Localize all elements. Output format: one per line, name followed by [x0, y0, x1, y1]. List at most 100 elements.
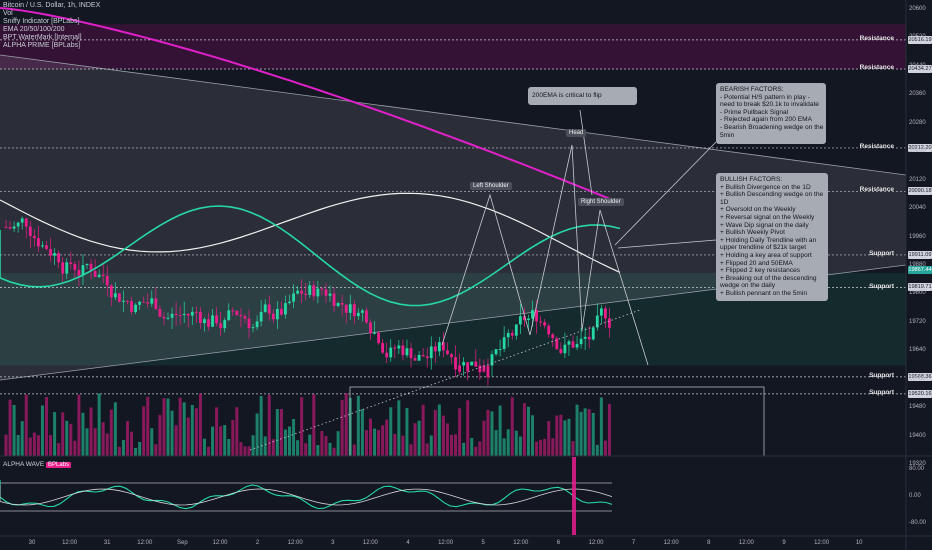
candle-body: [401, 345, 405, 356]
price-tick-label: 19960: [909, 233, 926, 240]
candle-body: [579, 338, 583, 345]
candle-body: [571, 341, 575, 348]
candle-body: [527, 318, 530, 321]
volume-bar: [304, 443, 308, 456]
volume-bar: [494, 430, 498, 456]
candle-body: [247, 318, 251, 329]
candle-body: [49, 249, 52, 256]
volume-bar: [158, 414, 162, 456]
volume-bar: [202, 438, 206, 456]
volume-bar: [506, 429, 510, 456]
wedge-upper-line: [0, 54, 907, 176]
volume-bar: [267, 394, 271, 456]
volume-bar: [364, 430, 368, 456]
bearish-factors-note[interactable]: BEARISH FACTORS: - Potential H/S pattern …: [716, 83, 826, 144]
candle-body: [551, 334, 555, 339]
bullish-pointer: [617, 239, 717, 249]
time-tick-label: 12:00: [137, 540, 153, 546]
volume-bar: [332, 447, 336, 456]
volume-bar: [117, 446, 121, 456]
price-tag: 20516.19: [908, 35, 932, 44]
candle-body: [89, 263, 93, 271]
candle-body: [437, 342, 441, 352]
note-line: + Bullish Divergence on the 1D: [720, 183, 811, 191]
volume-bar: [166, 398, 170, 456]
note-line: - Potential H/S pattern in play -: [720, 93, 810, 101]
volume-bar: [441, 415, 445, 456]
candle-body: [336, 302, 340, 306]
price-tag: 19819.71: [908, 283, 932, 292]
volume-bar: [336, 431, 340, 456]
candle-body: [433, 346, 437, 352]
price-tick-label: 19320: [909, 461, 926, 467]
time-tick-label: 12:00: [663, 540, 679, 546]
candle-body: [425, 356, 429, 359]
volume-bar: [170, 410, 174, 456]
volume-bar: [445, 423, 449, 456]
ema-50-line: [0, 192, 621, 273]
candle-body: [478, 365, 482, 373]
candle-body: [559, 348, 563, 354]
volume-bar: [522, 403, 526, 456]
chart-title: Bitcoin / U.S. Dollar, 1h, INDEX: [3, 2, 101, 9]
volume-bar: [263, 436, 267, 456]
volume-bar: [377, 429, 381, 456]
candle-body: [190, 311, 194, 316]
candle-body: [535, 310, 538, 322]
candle-body: [490, 354, 494, 366]
bearish-pointer: [614, 141, 717, 246]
candle-body: [591, 327, 595, 340]
candle-body: [85, 263, 89, 266]
candle-body: [344, 304, 348, 313]
volume-bar: [12, 405, 16, 456]
candle-body: [231, 310, 235, 312]
candle-body: [332, 293, 336, 306]
volume-bar: [178, 397, 182, 456]
candle-body: [259, 311, 263, 322]
price-tick-label: 20280: [909, 119, 926, 126]
volume-bar: [126, 421, 129, 456]
candle-body: [300, 290, 304, 294]
ema-note[interactable]: 200EMA is critical to flip: [528, 87, 637, 105]
right-shoulder-label: Right Shoulder: [578, 198, 624, 206]
candle-body: [365, 310, 368, 323]
volume-bar: [283, 429, 287, 456]
level-label: Support: [869, 371, 894, 379]
volume-bar: [296, 440, 300, 456]
volume-bar: [20, 421, 24, 456]
candle-body: [296, 290, 299, 294]
candle-body: [292, 293, 295, 302]
note-line: + Bullish pennant on the 5min: [720, 289, 808, 297]
candle-body: [417, 354, 421, 361]
volume-bar: [73, 440, 77, 456]
candle-body: [81, 265, 85, 276]
level-label: Resistance: [859, 186, 894, 194]
head-shoulders-outline: [441, 144, 649, 366]
candle-body: [4, 226, 8, 228]
price-tag: 19911.09: [908, 250, 932, 259]
candle-body: [381, 343, 385, 353]
bullish-factors-note[interactable]: BULLISH FACTORS: + Bullish Divergence on …: [716, 173, 828, 301]
candle-body: [101, 274, 105, 276]
volume-bar: [292, 419, 296, 456]
time-tick-label: 4: [406, 540, 410, 546]
candle-body: [385, 352, 389, 358]
volume-bar: [231, 419, 235, 456]
candle-body: [118, 293, 121, 302]
volume-bar: [4, 434, 8, 456]
volume-bar: [425, 443, 429, 456]
indicator-name: BPT WaterMark [Internal]: [3, 34, 82, 41]
candle-body: [150, 298, 154, 304]
volume-bar: [526, 406, 530, 456]
candle-body: [251, 327, 255, 329]
candle-body: [502, 337, 506, 349]
candle-body: [284, 303, 287, 315]
time-tick-label: 12:00: [212, 540, 228, 546]
volume-bar: [211, 426, 215, 456]
volume-bar: [312, 394, 316, 456]
volume-bar: [393, 433, 397, 456]
candle-body: [280, 308, 283, 315]
volume-bar: [328, 442, 332, 456]
volume-bar: [514, 430, 518, 456]
